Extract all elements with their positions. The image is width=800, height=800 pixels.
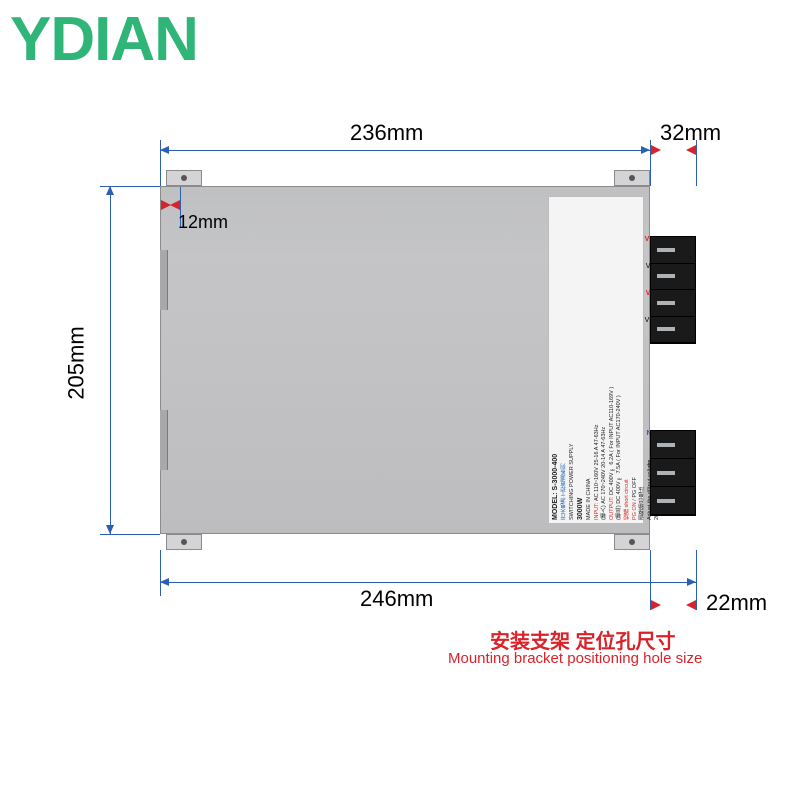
side-notch: [160, 410, 168, 470]
brand-logo: YDIAN: [10, 4, 198, 75]
dim-arrow-icon: [170, 200, 180, 210]
terminal-block-input: [650, 430, 696, 516]
nameplate: MODEL: S-3000-400 开关电源·工控电源系列 SWITCHING …: [548, 196, 644, 524]
dim-arrow-icon: [160, 578, 169, 586]
dim-label-inset: 12mm: [178, 212, 228, 233]
dim-overall-width: [160, 582, 696, 583]
dim-body-width: [160, 150, 650, 151]
dim-label-tab-depth: 22mm: [706, 590, 767, 616]
dim-arrow-icon: [687, 578, 696, 586]
dim-tick: [100, 534, 160, 535]
dim-arrow-icon: [106, 525, 114, 534]
dim-height: [110, 186, 111, 534]
terminal-block-output: [650, 236, 696, 344]
dim-arrow-icon: [106, 186, 114, 195]
mounting-tab: [166, 170, 202, 186]
mounting-tab: [166, 534, 202, 550]
dim-arrow-icon: [641, 146, 650, 154]
dim-arrow-icon: [160, 146, 169, 154]
dim-label-height: 205mm: [64, 326, 90, 399]
dimension-diagram: MODEL: S-3000-400 开关电源·工控电源系列 SWITCHING …: [50, 120, 750, 680]
dim-arrow-icon: [686, 600, 696, 610]
dim-label-body-width: 236mm: [350, 120, 423, 146]
dim-tick: [696, 550, 697, 610]
dim-tick: [696, 140, 697, 186]
caption-en: Mounting bracket positioning hole size: [448, 650, 702, 667]
dim-arrow-icon: [651, 600, 661, 610]
dim-label-tab-width: 32mm: [660, 120, 721, 146]
mounting-tab: [614, 170, 650, 186]
mounting-tab: [614, 534, 650, 550]
dim-tick: [160, 140, 161, 186]
dim-tick: [160, 550, 161, 596]
dim-label-overall-width: 246mm: [360, 586, 433, 612]
dim-arrow-icon: [686, 145, 696, 155]
dim-arrow-icon: [651, 145, 661, 155]
dim-tick: [100, 186, 160, 187]
side-notch: [160, 250, 168, 310]
